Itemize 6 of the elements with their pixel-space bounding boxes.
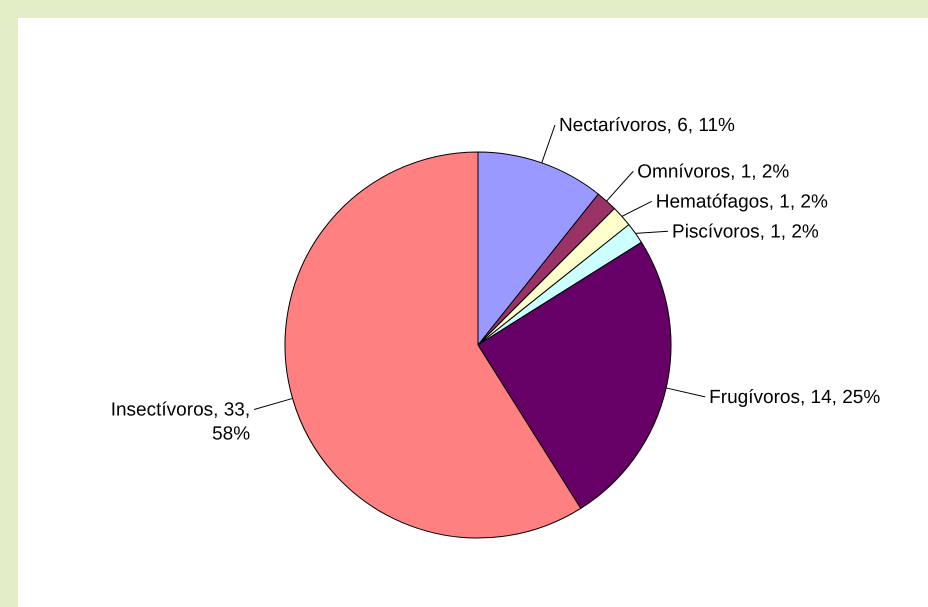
slice-label: Hematófagos, 1, 2% [656, 191, 828, 212]
slice-label: Insectívoros, 33, 58% [110, 400, 250, 445]
slice-label: Nectarívoros, 6, 11% [558, 115, 736, 136]
slice-label: Omnívoros, 1, 2% [637, 161, 790, 182]
slice-label: Frugívoros, 14, 25% [709, 386, 880, 408]
slice-label: Piscívoros, 1, 2% [672, 221, 819, 242]
